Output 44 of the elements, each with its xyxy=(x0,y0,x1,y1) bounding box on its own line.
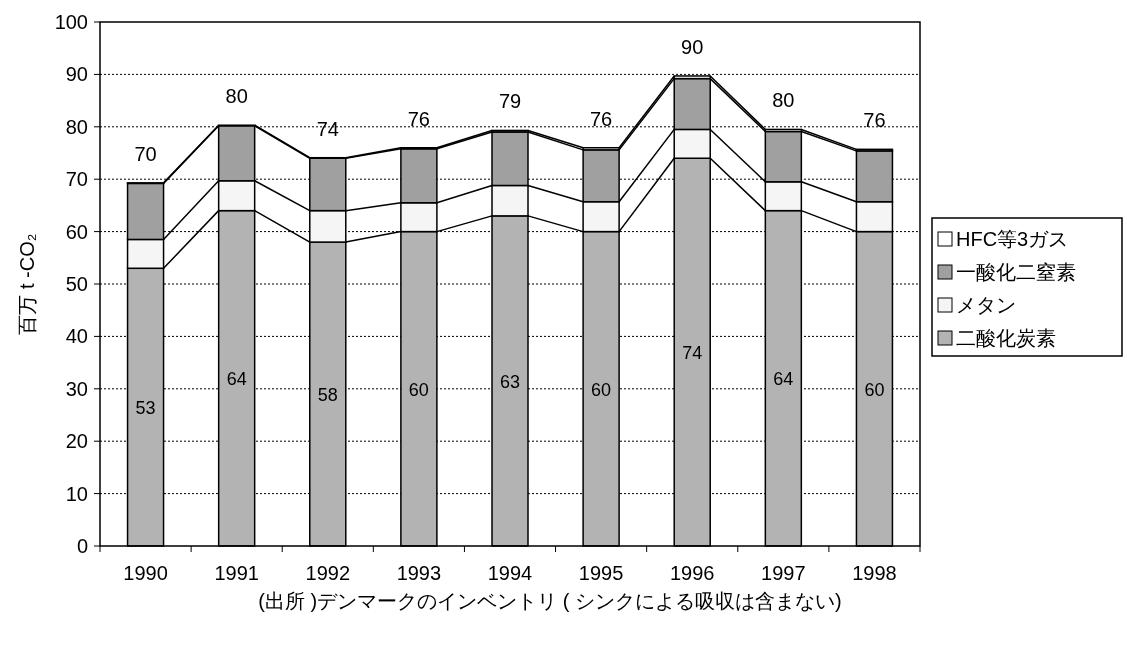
data-label: 60 xyxy=(408,379,429,400)
legend-label: 二酸化炭素 xyxy=(956,327,1056,349)
y-tick-label: 50 xyxy=(65,273,88,295)
legend-label: メタン xyxy=(956,294,1016,316)
data-label: 74 xyxy=(682,343,703,364)
y-tick-label: 20 xyxy=(65,430,88,453)
data-label: 63 xyxy=(499,371,521,392)
x-tick-label: 1993 xyxy=(396,562,442,584)
x-tick-label: 1996 xyxy=(669,562,715,584)
y-tick-label: 0 xyxy=(76,535,88,557)
legend-label: 一酸化二窒素 xyxy=(956,261,1076,283)
text: (出所 )デンマークのインベントリ ( シンクによる吸収は含まない) xyxy=(257,589,843,614)
total-label: 74 xyxy=(316,117,339,140)
data-label: 64 xyxy=(226,369,247,390)
y-tick-label: 90 xyxy=(65,63,88,86)
total-label: 76 xyxy=(589,107,613,130)
total-label: 90 xyxy=(681,35,704,58)
y-tick-label: 10 xyxy=(65,482,88,505)
x-tick-label: 1994 xyxy=(487,562,533,584)
total-label: 76 xyxy=(863,109,886,132)
y-tick-label: 30 xyxy=(65,377,88,400)
total-label: 80 xyxy=(772,89,795,112)
data-label: 58 xyxy=(317,385,338,406)
x-tick-label: 1997 xyxy=(761,562,806,584)
data-label: 60 xyxy=(591,379,612,400)
x-tick-label: 1991 xyxy=(214,562,259,584)
data-label: 64 xyxy=(773,369,794,390)
y-tick-label: 100 xyxy=(54,11,88,33)
total-label: 79 xyxy=(498,90,522,113)
data-label: 60 xyxy=(864,379,885,400)
y-tick-label: 60 xyxy=(65,220,88,243)
y-tick-label: 40 xyxy=(65,325,88,348)
x-tick-label: 1992 xyxy=(305,562,351,584)
x-tick-label: 1998 xyxy=(852,562,897,584)
x-tick-label: 1990 xyxy=(123,562,168,584)
total-label: 70 xyxy=(134,142,157,165)
data-label: 53 xyxy=(135,398,156,419)
total-label: 80 xyxy=(225,85,248,108)
y-axis-title: 百万 t -CO₂ xyxy=(16,233,38,335)
legend-label: HFC等3ガス xyxy=(956,228,1069,250)
y-tick-label: 70 xyxy=(65,168,88,191)
x-tick-label: 1995 xyxy=(578,562,624,584)
y-tick-label: 80 xyxy=(65,115,88,138)
total-label: 76 xyxy=(407,107,431,130)
